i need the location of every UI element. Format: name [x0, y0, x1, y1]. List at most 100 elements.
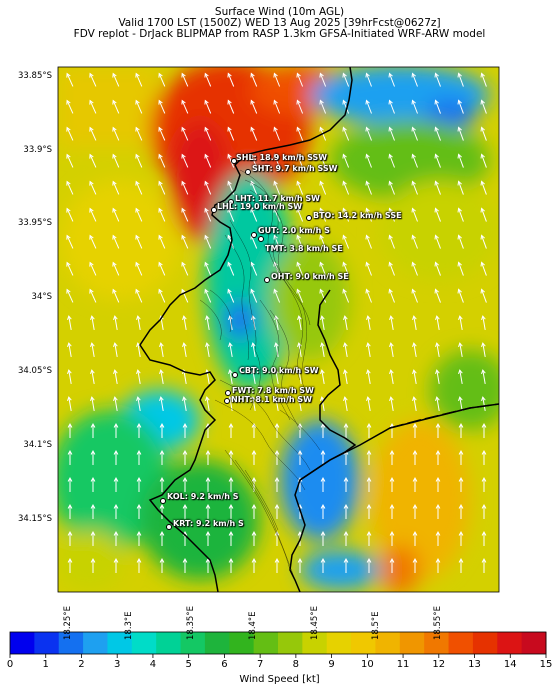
wind-arrow-head	[89, 153, 94, 159]
wind-arrow	[413, 316, 417, 330]
wind-arrow	[481, 100, 487, 114]
colorbar-tick-label: 1	[42, 659, 49, 670]
x-tick-label: 18.3°E	[124, 611, 134, 640]
wind-arrow	[112, 181, 120, 195]
wind-arrow-head	[342, 99, 347, 105]
wind-arrow	[342, 100, 350, 114]
wind-arrow-head	[457, 126, 462, 132]
wind-arrow	[66, 181, 74, 195]
wind-arrow-head	[228, 369, 233, 375]
wind-arrow-head	[297, 449, 303, 455]
wind-arrow	[296, 235, 304, 249]
wind-arrow-head	[297, 369, 302, 375]
wind-arrow	[481, 154, 487, 168]
wind-arrow	[344, 316, 348, 330]
wind-arrow-head	[158, 261, 163, 267]
x-tick-label: 18.55°E	[433, 606, 443, 640]
wind-arrow-head	[113, 503, 119, 509]
wind-arrow	[227, 73, 235, 87]
wind-arrow	[366, 262, 372, 276]
station-label: BTO: 14.2 km/h SSE	[313, 211, 402, 220]
wind-arrow	[273, 154, 281, 168]
wind-arrow-head	[159, 369, 164, 375]
wind-arrow	[112, 289, 120, 303]
wind-arrow	[158, 73, 166, 87]
wind-arrow-head	[113, 422, 119, 428]
wind-arrow	[458, 100, 464, 114]
wind-arrow	[135, 127, 143, 141]
x-tick-label: 18.35°E	[186, 606, 196, 640]
wind-arrow	[250, 154, 258, 168]
wind-arrow	[158, 154, 166, 168]
wind-arrow-head	[204, 234, 209, 240]
wind-arrow	[298, 316, 302, 330]
colorbar-swatch	[278, 632, 303, 654]
wind-arrow-head	[365, 261, 370, 267]
x-tick-label: 18.45°E	[310, 606, 320, 640]
wind-arrow	[342, 73, 350, 87]
wind-arrow-head	[136, 476, 142, 482]
wind-arrow-head	[458, 396, 463, 402]
wind-arrow	[481, 262, 487, 276]
wind-arrow-head	[67, 315, 72, 321]
wind-arrow	[273, 208, 281, 222]
wind-arrow-head	[319, 153, 324, 159]
wind-arrow-head	[89, 207, 94, 213]
wind-arrow-head	[435, 503, 441, 509]
wind-arrow	[112, 262, 120, 276]
wind-arrow-head	[320, 396, 325, 402]
wind-arrow-head	[434, 234, 439, 240]
wind-arrow-head	[389, 503, 395, 509]
wind-arrow-head	[205, 449, 211, 455]
wind-arrow	[275, 370, 279, 384]
wind-arrow	[342, 262, 350, 276]
wind-arrow-head	[67, 476, 73, 482]
wind-arrow-head	[434, 72, 439, 78]
wind-arrow	[366, 100, 372, 114]
wind-arrow	[66, 235, 74, 249]
wind-arrow-head	[389, 315, 394, 321]
wind-arrow	[68, 343, 72, 357]
wind-arrow-head	[182, 396, 187, 402]
wind-arrow-head	[227, 261, 232, 267]
wind-arrow-head	[274, 369, 279, 375]
x-tick-label: 18.5°E	[371, 611, 381, 640]
wind-arrow	[135, 235, 143, 249]
wind-arrow	[342, 208, 350, 222]
wind-arrow	[112, 100, 120, 114]
wind-arrow-head	[296, 180, 301, 186]
wind-arrow-head	[227, 234, 232, 240]
wind-arrow-head	[228, 449, 234, 455]
wind-arrow	[250, 289, 258, 303]
wind-arrow	[135, 154, 143, 168]
wind-arrow	[390, 343, 394, 357]
wind-arrow-head	[388, 261, 393, 267]
wind-arrow	[181, 127, 189, 141]
wind-arrow-head	[342, 261, 347, 267]
wind-arrow	[436, 316, 440, 330]
wind-arrow-head	[411, 288, 416, 294]
wind-arrow-head	[365, 126, 370, 132]
wind-arrow	[158, 100, 166, 114]
wind-arrow-head	[343, 503, 349, 509]
wind-arrow-head	[435, 342, 440, 348]
wind-arrow	[366, 289, 372, 303]
wind-arrow	[412, 262, 418, 276]
wind-arrow-head	[273, 234, 278, 240]
wind-arrow-head	[412, 449, 418, 455]
wind-arrow-head	[182, 315, 187, 321]
wind-arrow-head	[365, 99, 370, 105]
wind-arrow	[321, 397, 325, 411]
wind-speed-field	[58, 67, 499, 592]
wind-arrow	[366, 127, 372, 141]
wind-arrow-head	[66, 207, 71, 213]
wind-arrow	[204, 181, 212, 195]
wind-arrow-head	[389, 530, 395, 536]
wind-arrow	[298, 370, 302, 384]
station-label: OHT: 9.0 km/h SE	[271, 272, 349, 281]
wind-arrow-head	[159, 557, 165, 563]
wind-arrow-head	[67, 342, 72, 348]
wind-arrow-head	[112, 99, 117, 105]
wind-arrow	[435, 73, 441, 87]
wind-arrow-head	[457, 153, 462, 159]
